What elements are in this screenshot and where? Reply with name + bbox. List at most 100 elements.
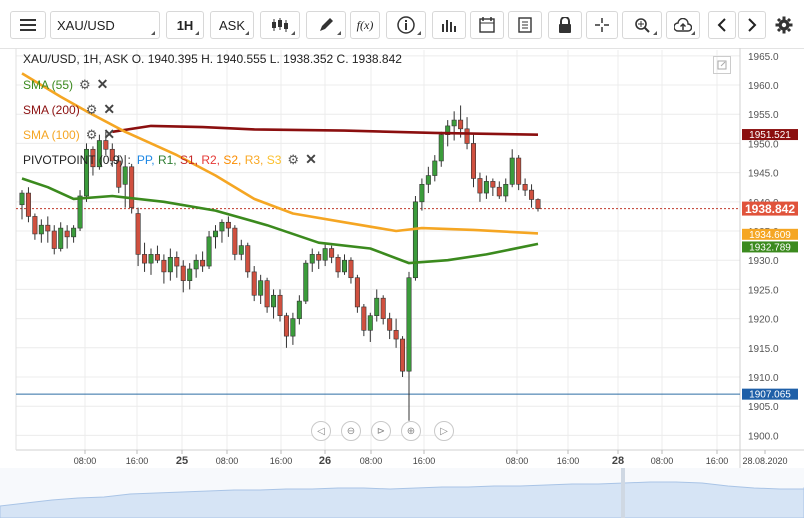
candle	[19, 190, 25, 220]
info-button[interactable]	[386, 11, 426, 39]
scroll-right-button[interactable]	[738, 11, 766, 39]
gear-icon[interactable]: ⚙	[287, 151, 300, 167]
candle-body	[193, 259, 199, 270]
candle	[387, 312, 393, 340]
candle	[412, 195, 418, 281]
candle-body	[380, 297, 386, 319]
expand-button[interactable]	[713, 56, 731, 74]
upload-button[interactable]	[666, 11, 700, 39]
pan-right-button[interactable]: ▷	[434, 421, 454, 441]
candle	[45, 216, 51, 243]
candle	[213, 225, 219, 249]
candle-body	[206, 236, 212, 267]
indicator-label: SMA (55)	[23, 77, 74, 92]
candle	[535, 198, 541, 212]
price-chart[interactable]: 1900.0 1905.0 1910.0 1915.0 1920.0 1925.0 1930…	[0, 48, 804, 518]
candle	[193, 254, 199, 278]
price-side-selector[interactable]: ASK	[210, 11, 254, 39]
candle	[103, 131, 109, 156]
candle-body	[116, 160, 122, 188]
candles	[19, 105, 541, 421]
candle-body	[109, 148, 115, 162]
close-icon[interactable]: ✕	[305, 151, 317, 167]
price-label-text: 1907.065	[749, 390, 791, 401]
candle	[148, 248, 154, 275]
price-tick-label: 1920.0	[748, 315, 779, 326]
candle	[425, 166, 431, 194]
candle	[496, 181, 502, 199]
close-icon[interactable]: ✕	[103, 126, 116, 142]
candle-body	[213, 230, 219, 238]
time-tick-label: 16:00	[270, 456, 293, 466]
candle	[335, 254, 341, 278]
candle	[187, 263, 193, 290]
time-tick-label: 16:00	[126, 456, 149, 466]
toolbar: XAU/USD 1H ASK f(x)	[0, 0, 804, 49]
indicator-sma-100[interactable]: SMA (100) ⚙ ✕	[23, 126, 115, 143]
candle	[316, 251, 322, 269]
price-label: 1934.609	[742, 228, 798, 241]
close-icon[interactable]: ✕	[96, 76, 109, 92]
settings-button[interactable]	[770, 11, 798, 39]
close-icon[interactable]: ✕	[103, 101, 116, 117]
candle-body	[103, 140, 109, 150]
timeframe-selector[interactable]: 1H	[166, 11, 204, 39]
symbol-selector[interactable]: XAU/USD	[50, 11, 160, 39]
candle-body	[335, 256, 341, 273]
candle-body	[238, 245, 244, 255]
gear-icon[interactable]: ⚙	[85, 126, 98, 142]
candle-body	[400, 338, 406, 372]
candle-body	[264, 280, 270, 308]
indicator-sma-55[interactable]: SMA (55) ⚙ ✕	[23, 76, 108, 93]
candle	[122, 155, 128, 208]
candle	[509, 149, 515, 188]
indicators-button[interactable]: f(x)	[350, 11, 380, 39]
navigator-series	[0, 481, 804, 518]
candle-body	[258, 280, 264, 296]
gear-icon[interactable]: ⚙	[79, 76, 91, 92]
pan-left-button[interactable]: ◁	[311, 421, 331, 441]
indicator-sma-200[interactable]: SMA (200) ⚙ ✕	[23, 101, 115, 118]
candle	[58, 222, 64, 252]
candle-body	[464, 128, 470, 144]
time-tick-label: 16:00	[413, 456, 436, 466]
candle-body	[348, 259, 354, 279]
crosshair-button[interactable]	[586, 11, 618, 39]
drawing-tools-button[interactable]	[306, 11, 346, 39]
lock-button[interactable]	[548, 11, 582, 39]
candle-body	[84, 148, 90, 197]
scroll-left-button[interactable]	[708, 11, 736, 39]
candle-body	[535, 199, 541, 209]
zoom-in-button[interactable]: ⊕	[401, 421, 421, 441]
price-tick-label: 1955.0	[748, 110, 779, 121]
candle-body	[71, 227, 77, 238]
indicator-label: SMA (100)	[23, 127, 80, 142]
zoom-in-icon: ⊕	[406, 425, 416, 437]
timeframe-label: 1H	[176, 17, 194, 33]
candle	[529, 184, 535, 208]
calendar-button[interactable]	[470, 11, 504, 39]
candle	[348, 257, 354, 284]
candle	[200, 251, 206, 272]
reset-view-button[interactable]: ⊳	[371, 421, 391, 441]
triangle-right-icon: ▷	[440, 425, 448, 437]
zoom-button[interactable]	[622, 11, 662, 39]
news-button[interactable]	[508, 11, 542, 39]
candle-body	[522, 184, 528, 191]
candle-body	[309, 254, 315, 264]
gear-icon[interactable]: ⚙	[85, 101, 98, 117]
zoom-out-button[interactable]: ⊖	[341, 421, 361, 441]
candle-body	[529, 189, 535, 200]
candle	[206, 231, 212, 269]
price-label-box	[742, 388, 798, 400]
price-label-text: 1951.521	[749, 130, 791, 141]
price-label: 1938.842	[742, 201, 798, 216]
candle-body	[303, 262, 309, 302]
menu-button[interactable]	[10, 11, 46, 39]
candle	[522, 178, 528, 196]
chart-type-button[interactable]	[260, 11, 300, 39]
volume-button[interactable]	[432, 11, 466, 39]
price-tick-label: 1950.0	[748, 139, 779, 150]
zoom-out-icon: ⊖	[346, 425, 356, 437]
indicator-pivotpoint[interactable]: PIVOTPOINT (0,9) : PP, R1, S1, R2, S2, R…	[23, 151, 317, 168]
